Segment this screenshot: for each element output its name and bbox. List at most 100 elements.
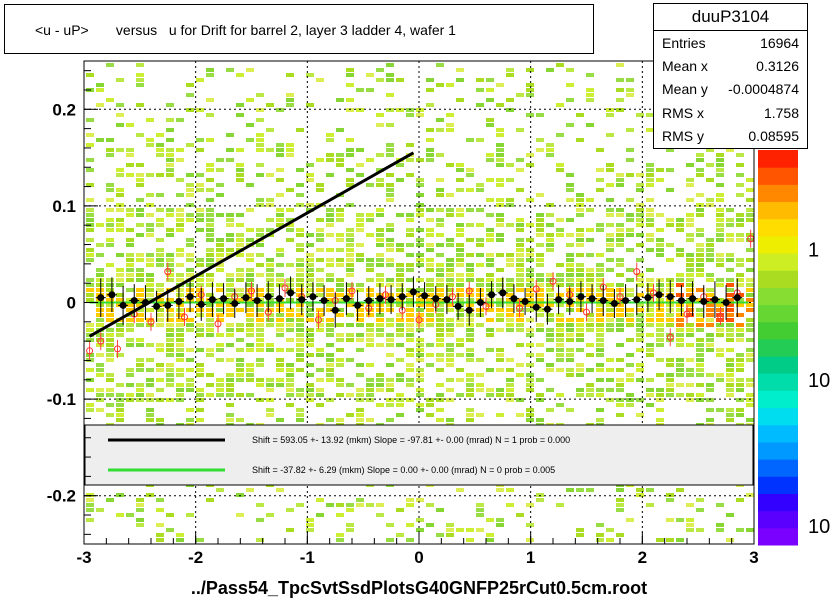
density-cell bbox=[236, 288, 244, 292]
density-cell bbox=[186, 383, 194, 387]
profile-point bbox=[130, 297, 138, 305]
density-cell bbox=[126, 213, 134, 217]
density-cell bbox=[576, 303, 584, 307]
density-cell bbox=[636, 308, 644, 312]
stats-label: RMS y bbox=[662, 128, 704, 144]
density-cell bbox=[676, 253, 684, 257]
density-cell bbox=[526, 523, 534, 527]
density-cell bbox=[706, 243, 714, 247]
density-cell bbox=[156, 378, 164, 382]
density-cell bbox=[326, 303, 334, 307]
density-cell bbox=[636, 173, 644, 177]
density-cell bbox=[586, 318, 594, 322]
density-cell bbox=[96, 338, 104, 342]
density-cell bbox=[736, 213, 744, 217]
density-cell bbox=[556, 328, 564, 332]
density-cell bbox=[136, 63, 144, 67]
density-cell bbox=[266, 413, 274, 417]
density-cell bbox=[446, 128, 454, 132]
density-cell bbox=[216, 388, 224, 392]
density-cell bbox=[466, 408, 474, 412]
density-cell bbox=[166, 278, 174, 282]
density-cell bbox=[286, 98, 294, 102]
density-cell bbox=[436, 128, 444, 132]
density-cell bbox=[176, 393, 184, 397]
density-cell bbox=[656, 283, 664, 287]
density-cell bbox=[236, 338, 244, 342]
density-cell bbox=[116, 218, 124, 222]
profile-point bbox=[108, 291, 116, 299]
density-cell bbox=[716, 303, 724, 307]
density-cell bbox=[496, 393, 504, 397]
density-cell bbox=[546, 388, 554, 392]
density-cell bbox=[296, 338, 304, 342]
density-cell bbox=[156, 343, 164, 347]
density-cell bbox=[146, 308, 154, 312]
density-cell bbox=[306, 318, 314, 322]
density-cell bbox=[696, 343, 704, 347]
density-cell bbox=[616, 508, 624, 512]
density-cell bbox=[306, 393, 314, 397]
density-cell bbox=[516, 263, 524, 267]
density-cell bbox=[516, 413, 524, 417]
density-cell bbox=[276, 263, 284, 267]
density-cell bbox=[556, 338, 564, 342]
density-cell bbox=[346, 203, 354, 207]
density-cell bbox=[226, 358, 234, 362]
density-cell bbox=[176, 313, 184, 317]
density-cell bbox=[636, 493, 644, 497]
density-cell bbox=[526, 318, 534, 322]
density-cell bbox=[176, 253, 184, 257]
density-cell bbox=[276, 278, 284, 282]
density-cell bbox=[526, 413, 534, 417]
density-cell bbox=[296, 193, 304, 197]
density-cell bbox=[396, 343, 404, 347]
density-cell bbox=[606, 288, 614, 292]
density-cell bbox=[176, 358, 184, 362]
density-cell bbox=[496, 518, 504, 522]
density-cell bbox=[636, 328, 644, 332]
density-cell bbox=[746, 338, 754, 342]
density-cell bbox=[596, 263, 604, 267]
density-cell bbox=[206, 98, 214, 102]
density-cell bbox=[516, 168, 524, 172]
fit-line bbox=[88, 151, 415, 338]
density-cell bbox=[536, 353, 544, 357]
density-cell bbox=[616, 328, 624, 332]
density-cell bbox=[626, 278, 634, 282]
density-cell bbox=[206, 353, 214, 357]
density-cell bbox=[166, 363, 174, 367]
density-cell bbox=[746, 398, 754, 402]
density-cell bbox=[616, 323, 624, 327]
density-cell bbox=[106, 278, 114, 282]
density-cell bbox=[86, 298, 94, 302]
density-cell bbox=[666, 258, 674, 262]
density-cell bbox=[416, 208, 424, 212]
density-cell bbox=[466, 348, 474, 352]
density-cell bbox=[426, 78, 434, 82]
density-cell bbox=[586, 293, 594, 297]
density-cell bbox=[636, 318, 644, 322]
density-cell bbox=[596, 533, 604, 537]
density-cell bbox=[126, 343, 134, 347]
density-cell bbox=[456, 188, 464, 192]
density-cell bbox=[416, 388, 424, 392]
density-cell bbox=[556, 303, 564, 307]
density-cell bbox=[176, 353, 184, 357]
density-cell bbox=[296, 303, 304, 307]
density-cell bbox=[326, 218, 334, 222]
density-cell bbox=[726, 363, 734, 367]
density-cell bbox=[696, 213, 704, 217]
density-cell bbox=[676, 228, 684, 232]
density-cell bbox=[466, 358, 474, 362]
density-cell bbox=[286, 363, 294, 367]
density-cell bbox=[456, 213, 464, 217]
density-cell bbox=[146, 193, 154, 197]
density-cell bbox=[476, 103, 484, 107]
profile-point bbox=[555, 296, 563, 304]
density-cell bbox=[506, 203, 514, 207]
density-cell bbox=[116, 268, 124, 272]
density-cell bbox=[396, 178, 404, 182]
legend-entry: Shift = -37.82 +- 6.29 (mkm) Slope = 0.0… bbox=[252, 465, 555, 475]
density-cell bbox=[426, 88, 434, 92]
